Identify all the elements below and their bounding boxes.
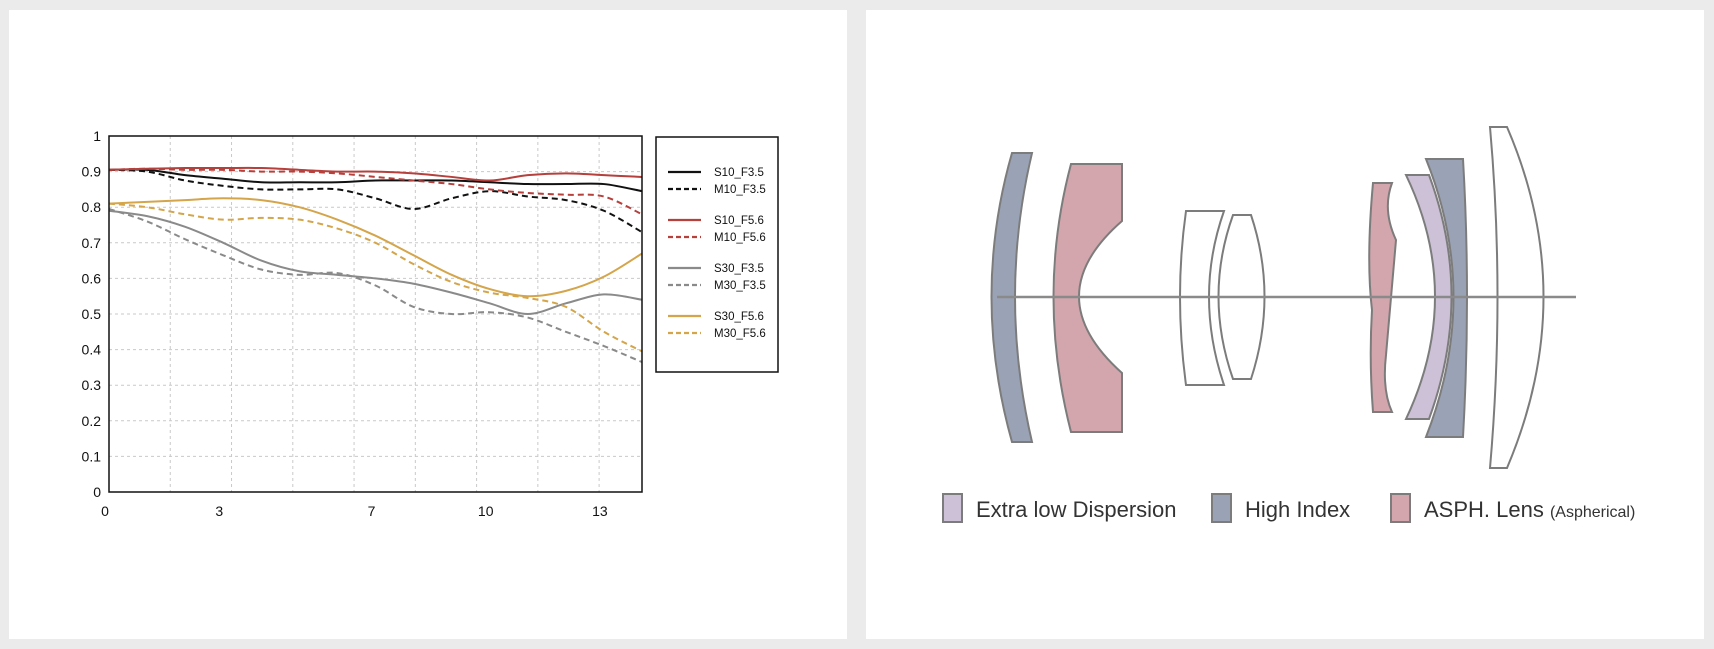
mtf-chart: 0 0.1 0.2 0.3 0.4 0.5 0.6 0.7 0.8 0.9 1 0 3 7 10 13 S1… (82, 128, 779, 519)
series-line-m30-f3-5 (108, 208, 643, 363)
series-line-s10-f3-5 (108, 168, 643, 193)
y-tick-label: 1 (93, 128, 101, 144)
series-line-s30-f3-5 (108, 209, 643, 316)
mtf-chart-panel: 0 0.1 0.2 0.3 0.4 0.5 0.6 0.7 0.8 0.9 1 0 3 7 10 13 S1… (9, 10, 847, 639)
x-tick-label: 0 (101, 503, 109, 519)
legend-label: M30_F5.6 (714, 328, 766, 340)
x-tick-label: 10 (478, 503, 494, 519)
x-tick-label: 13 (592, 503, 608, 519)
legend-swatch-extra-low-dispersion (942, 493, 963, 523)
y-tick-label: 0 (93, 484, 101, 500)
legend-label: S30_F3.5 (714, 263, 764, 275)
legend: S10_F3.5 M10_F3.5 S10_F5.6 M10_F5.6 S30_F3.5… (668, 167, 766, 340)
y-tick-label: 0.3 (82, 377, 102, 393)
y-tick-label: 0.4 (82, 342, 102, 358)
y-tick-label: 0.5 (82, 306, 102, 322)
series-line-s10-f5-6 (108, 166, 643, 182)
series-line-m30-f5-6 (108, 202, 643, 353)
x-tick-label: 7 (368, 503, 376, 519)
lens-element-2-aspherical (1052, 163, 1123, 433)
y-tick-label: 0.8 (82, 199, 102, 215)
y-axis-ticks: 0 0.1 0.2 0.3 0.4 0.5 0.6 0.7 0.8 0.9 1 (82, 128, 102, 500)
legend-label: S10_F5.6 (714, 215, 764, 227)
plot-frame (108, 135, 643, 493)
series-line-m10-f3-5 (108, 168, 643, 233)
y-tick-label: 0.1 (82, 448, 102, 464)
y-tick-label: 0.2 (82, 413, 102, 429)
legend-label-aspherical: ASPH. Lens (Aspherical) (1424, 497, 1635, 522)
y-tick-label: 0.6 (82, 270, 102, 286)
x-tick-label: 3 (215, 503, 223, 519)
legend-label: M10_F3.5 (714, 184, 766, 196)
legend-label: S30_F5.6 (714, 311, 764, 323)
x-axis-ticks: 0 3 7 10 13 (101, 503, 608, 519)
lens-construction-diagram: Extra low Dispersion High Index ASPH. Le… (942, 126, 1635, 523)
legend-swatch-high-index (1211, 493, 1232, 523)
lens-diagram-panel: Extra low Dispersion High Index ASPH. Le… (866, 10, 1704, 639)
y-tick-label: 0.9 (82, 164, 102, 180)
y-tick-label: 0.7 (82, 235, 102, 251)
legend-label: S10_F3.5 (714, 167, 764, 179)
series-line-s30-f5-6 (108, 197, 643, 298)
legend-label-extra-low-dispersion: Extra low Dispersion (976, 497, 1177, 522)
series-lines (108, 166, 643, 363)
legend-label: M10_F5.6 (714, 232, 766, 244)
legend-label-aspherical-main: ASPH. Lens (1424, 497, 1550, 522)
lens-element-6-extra-low-dispersion (1404, 174, 1453, 420)
legend-label: M30_F3.5 (714, 280, 766, 292)
legend-swatch-aspherical (1390, 493, 1411, 523)
legend-label-high-index: High Index (1245, 497, 1350, 522)
lens-element-7-high-index (1424, 158, 1468, 438)
legend-label-aspherical-suffix: (Aspherical) (1550, 504, 1635, 521)
